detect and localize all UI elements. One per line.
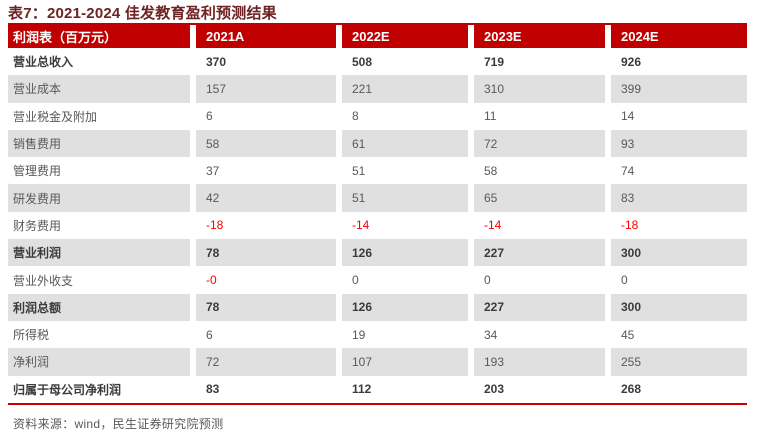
row-label: 营业税金及附加: [13, 109, 98, 124]
table-row: 营业总收入 370 508 719 926: [8, 48, 747, 75]
cell-value: 268: [621, 382, 642, 397]
table-title: 表7：2021-2024 佳发教育盈利预测结果: [8, 5, 277, 22]
cell-value: 370: [206, 54, 227, 69]
cell-value: 61: [342, 129, 468, 158]
table-row: 营业税金及附加 6 8 11 14: [8, 103, 747, 130]
cell-value: 72: [474, 129, 605, 158]
row-label: 所得税: [13, 328, 50, 343]
profit-forecast-table: 利润表（百万元） 2021A 2022E 2023E 2024E 营业总收入 370 508…: [8, 23, 747, 405]
table-body: 营业总收入 370 508 719 926 营业成本 157 221 310 399 营业税金及附加…: [8, 48, 747, 405]
cell-value: 6: [206, 327, 213, 342]
row-label: 利润总额: [8, 293, 190, 321]
cell-value: 157: [196, 75, 336, 103]
cell-value: 310: [474, 75, 605, 103]
column-header-year: 2021A: [196, 25, 336, 48]
cell-value: -18: [206, 218, 224, 233]
table-header-row: 利润表（百万元） 2021A 2022E 2023E 2024E: [8, 23, 747, 48]
table-row: 销售费用 58 61 72 93: [8, 129, 747, 158]
row-label: 销售费用: [8, 129, 190, 158]
cell-value: 126: [342, 293, 468, 321]
row-label: 营业外收支: [13, 273, 74, 288]
cell-value: 19: [352, 327, 366, 342]
table-row: 营业成本 157 221 310 399: [8, 75, 747, 103]
cell-value: 255: [611, 348, 747, 376]
cell-value: 926: [621, 54, 642, 69]
cell-value: 126: [342, 239, 468, 267]
cell-value: 42: [196, 184, 336, 212]
cell-value: 34: [484, 327, 498, 342]
cell-value: 227: [474, 293, 605, 321]
table-row: 归属于母公司净利润 83 112 203 268: [8, 376, 747, 403]
cell-value: 227: [474, 239, 605, 267]
row-label: 研发费用: [8, 184, 190, 212]
cell-value: 112: [352, 382, 372, 397]
cell-value: 58: [484, 163, 498, 178]
column-header-year: 2023E: [474, 25, 605, 48]
row-label: 管理费用: [13, 164, 62, 179]
cell-value: 0: [352, 273, 359, 288]
cell-value: 508: [352, 54, 373, 69]
cell-value: 193: [474, 348, 605, 376]
table-row: 财务费用 -18 -14 -14 -18: [8, 212, 747, 239]
row-label: 营业成本: [8, 75, 190, 103]
cell-value: 107: [342, 348, 468, 376]
table-row: 营业外收支 -0 0 0 0: [8, 266, 747, 293]
column-header-row-label: 利润表（百万元）: [8, 25, 190, 48]
cell-value: 51: [352, 163, 366, 178]
source-note: 资料来源：wind，民生证券研究院预测: [13, 417, 224, 431]
table-row: 利润总额 78 126 227 300: [8, 293, 747, 321]
cell-value: 221: [342, 75, 468, 103]
cell-value: 0: [621, 273, 628, 288]
cell-value: 78: [196, 239, 336, 267]
cell-value: 6: [206, 109, 213, 124]
cell-value: 83: [206, 382, 220, 397]
row-label: 净利润: [8, 348, 190, 376]
row-label: 财务费用: [13, 218, 62, 233]
cell-value: 72: [196, 348, 336, 376]
column-header-year: 2022E: [342, 25, 468, 48]
table-row: 净利润 72 107 193 255: [8, 348, 747, 376]
table-row: 研发费用 42 51 65 83: [8, 184, 747, 212]
table-row: 所得税 6 19 34 45: [8, 321, 747, 348]
cell-value: 45: [621, 327, 635, 342]
cell-value: 37: [206, 163, 220, 178]
cell-value: -14: [484, 218, 502, 233]
cell-value: -18: [621, 218, 639, 233]
cell-value: 78: [196, 293, 336, 321]
table-row: 管理费用 37 51 58 74: [8, 157, 747, 184]
cell-value: -0: [206, 273, 217, 288]
cell-value: 58: [196, 129, 336, 158]
row-label: 归属于母公司净利润: [13, 382, 122, 397]
row-label: 营业利润: [8, 239, 190, 267]
cell-value: 93: [611, 129, 747, 158]
cell-value: 399: [611, 75, 747, 103]
cell-value: 11: [484, 109, 497, 124]
cell-value: 300: [611, 239, 747, 267]
cell-value: 83: [611, 184, 747, 212]
cell-value: -14: [352, 218, 370, 233]
table-row: 营业利润 78 126 227 300: [8, 239, 747, 267]
cell-value: 74: [621, 163, 635, 178]
cell-value: 203: [484, 382, 505, 397]
cell-value: 0: [484, 273, 491, 288]
column-header-year: 2024E: [611, 25, 747, 48]
cell-value: 300: [611, 293, 747, 321]
row-label: 营业总收入: [13, 55, 74, 70]
cell-value: 65: [474, 184, 605, 212]
cell-value: 8: [352, 109, 359, 124]
cell-value: 719: [484, 54, 505, 69]
cell-value: 14: [621, 109, 635, 124]
cell-value: 51: [342, 184, 468, 212]
